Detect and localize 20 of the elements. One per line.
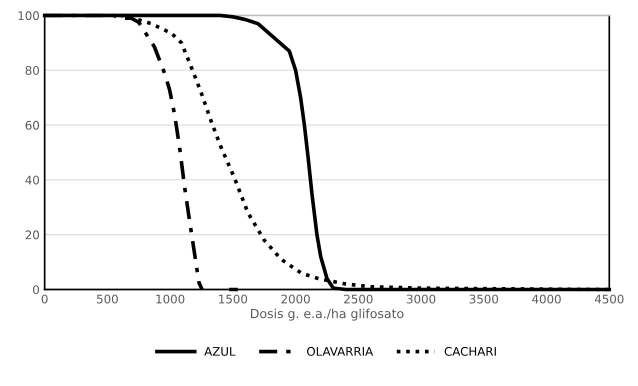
x-tick-label: 500 [97, 294, 118, 304]
x-tick-label: 4000 [532, 294, 561, 304]
legend-label: CACHARI [444, 346, 496, 356]
x-tick-label: 3500 [470, 294, 498, 304]
x-tick-label: 2000 [281, 294, 310, 304]
x-axis-title: Dosis g. e.a./ha glifosato [251, 308, 404, 321]
x-tick-label: 1000 [156, 294, 184, 304]
y-tick-label: 60 [26, 120, 40, 130]
legend-label: AZUL [204, 347, 236, 356]
x-tick-label: 0 [42, 294, 48, 304]
y-tick-label: 80 [26, 66, 40, 75]
x-tick-label: 3000 [406, 294, 436, 304]
y-tick-label: 100 [18, 11, 40, 20]
x-tick-label: 4500 [594, 294, 624, 304]
y-tick-label: 0 [33, 285, 40, 294]
legend-label: OLAVARRIA [307, 346, 374, 356]
y-tick-label: 40 [25, 176, 40, 185]
x-tick-label: 2500 [344, 294, 373, 304]
y-tick-label: 20 [26, 230, 40, 240]
x-tick-label: 1500 [219, 294, 248, 304]
